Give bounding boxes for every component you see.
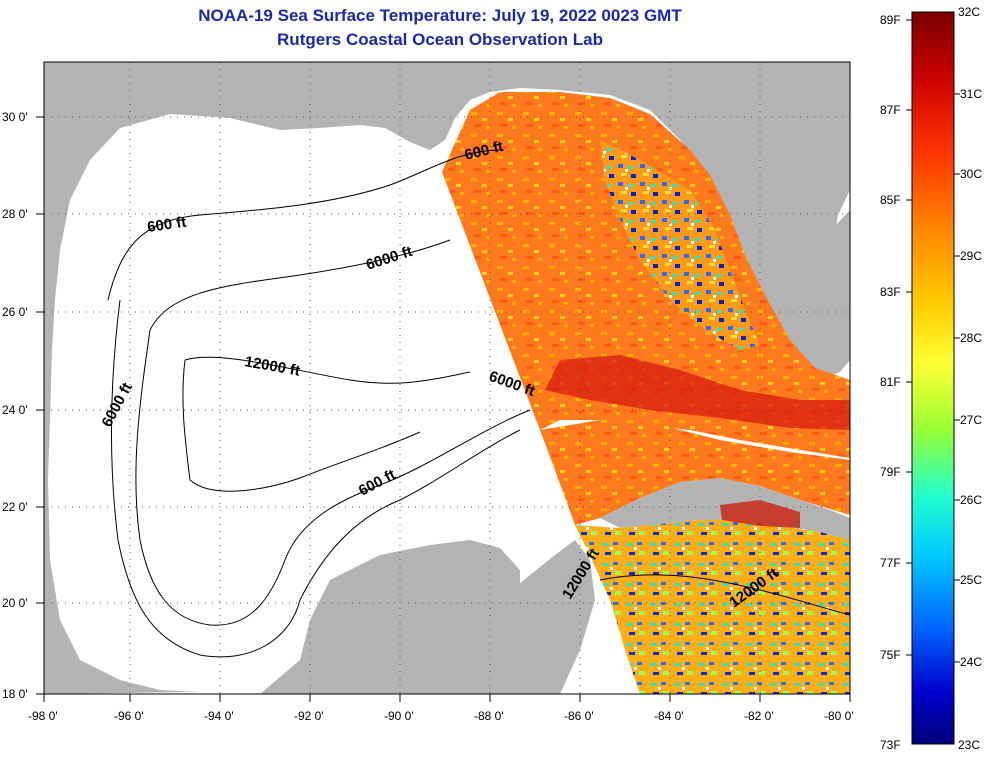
contour-600ft (107, 149, 521, 658)
lon-label-88: -88 0' (474, 709, 504, 723)
map-border (43, 61, 851, 695)
cbar-f-87: 87F (880, 103, 901, 117)
sst-cool-shelf (600, 140, 760, 350)
cbar-c-25: 25C (960, 573, 983, 587)
cbar-f-85: 85F (880, 193, 901, 207)
land-florida (700, 168, 850, 380)
cbar-c-32: 32C (958, 5, 981, 19)
lon-label-92: -92 0' (294, 709, 324, 723)
contour-6000ft (135, 239, 531, 626)
colorbar (911, 11, 955, 745)
sst-swath-gulf (442, 92, 850, 458)
cbar-f-73: 73F (880, 738, 901, 752)
lon-label-86: -86 0' (564, 709, 594, 723)
lon-label-90: -90 0' (384, 709, 414, 723)
lon-label-80: -80 0' (824, 709, 854, 723)
cbar-f-79: 79F (880, 465, 901, 479)
frame-ticks (36, 116, 851, 702)
lat-label-30: 30 0' (2, 110, 28, 124)
lon-label-96: -96 0' (114, 709, 144, 723)
sst-swath-carib (575, 520, 850, 694)
cbar-c-26: 26C (960, 493, 983, 507)
lon-axis: -98 0' -96 0' -94 0' -92 0' -90 0' -88 0… (28, 709, 854, 723)
cbar-f-83: 83F (880, 285, 901, 299)
land-us (44, 62, 850, 694)
contour-label-600ft-west: 600 ft (146, 214, 187, 236)
lat-label-18: 18 0' (2, 687, 28, 701)
contour-12000ft (182, 356, 471, 492)
cbar-f-89: 89F (880, 13, 901, 27)
lon-label-82: -82 0' (744, 709, 774, 723)
lat-axis: 30 0' 28 0' 26 0' 24 0' 22 0' 20 0' 18 0… (2, 110, 28, 701)
cbar-c-29: 29C (960, 249, 983, 263)
cbar-c-23: 23C (958, 738, 981, 752)
lon-label-98: -98 0' (28, 709, 58, 723)
cbar-c-28: 28C (960, 331, 983, 345)
map-subtitle: Rutgers Coastal Ocean Observation Lab (277, 30, 603, 49)
cbar-c-30: 30C (960, 167, 983, 181)
cbar-f-75: 75F (880, 648, 901, 662)
contour-12000ft-carib (599, 574, 850, 616)
cbar-c-31: 31C (960, 87, 983, 101)
lat-label-22: 22 0' (2, 500, 28, 514)
lon-label-84: -84 0' (654, 709, 684, 723)
map-title: NOAA-19 Sea Surface Temperature: July 19… (198, 6, 682, 25)
land-mexico (200, 540, 520, 694)
sst-swath-south (540, 420, 850, 525)
lat-label-26: 26 0' (2, 305, 28, 319)
lat-label-24: 24 0' (2, 403, 28, 417)
cbar-f-81: 81F (880, 375, 901, 389)
colorbar-ticks (906, 19, 960, 663)
cbar-c-24: 24C (960, 655, 983, 669)
cbar-c-27: 27C (960, 413, 983, 427)
cbar-f-77: 77F (880, 556, 901, 570)
land-yucatan (430, 540, 595, 694)
lon-label-94: -94 0' (204, 709, 234, 723)
graticule (44, 62, 850, 694)
lat-label-20: 20 0' (2, 596, 28, 610)
lat-label-28: 28 0' (2, 207, 28, 221)
sst-hot-core (545, 355, 850, 430)
